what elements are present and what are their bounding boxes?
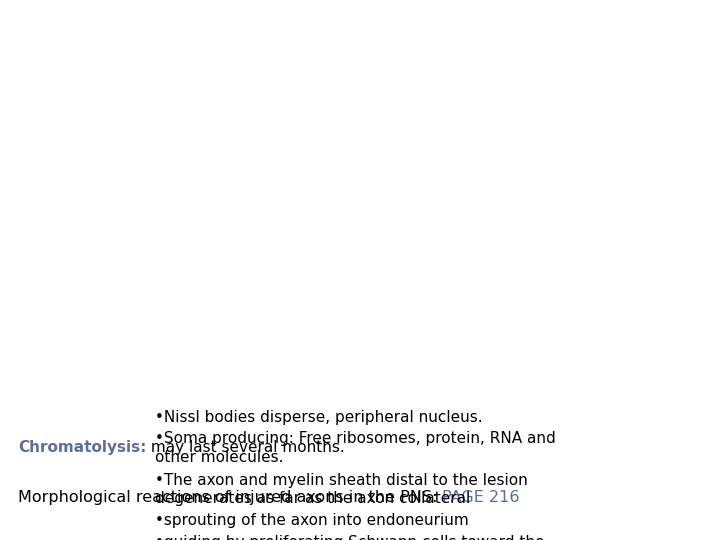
Text: •Soma producing: Free ribosomes, protein, RNA and
other molecules.: •Soma producing: Free ribosomes, protein…	[155, 431, 556, 464]
Text: Morphological reactions of injured axons in the PNS:: Morphological reactions of injured axons…	[18, 490, 443, 505]
Text: •guiding by proliferating Schwann cells toward the
target: •guiding by proliferating Schwann cells …	[155, 535, 544, 540]
Text: PAGE 216: PAGE 216	[443, 490, 520, 505]
Text: •Nissl bodies disperse, peripheral nucleus.: •Nissl bodies disperse, peripheral nucle…	[155, 410, 482, 425]
Text: may last several months.: may last several months.	[146, 440, 345, 455]
Text: •The axon and myelin sheath distal to the lesion
degenerates as far as the axon : •The axon and myelin sheath distal to th…	[155, 472, 528, 505]
Text: Chromatolysis:: Chromatolysis:	[18, 440, 146, 455]
Text: •sprouting of the axon into endoneurium: •sprouting of the axon into endoneurium	[155, 514, 469, 529]
